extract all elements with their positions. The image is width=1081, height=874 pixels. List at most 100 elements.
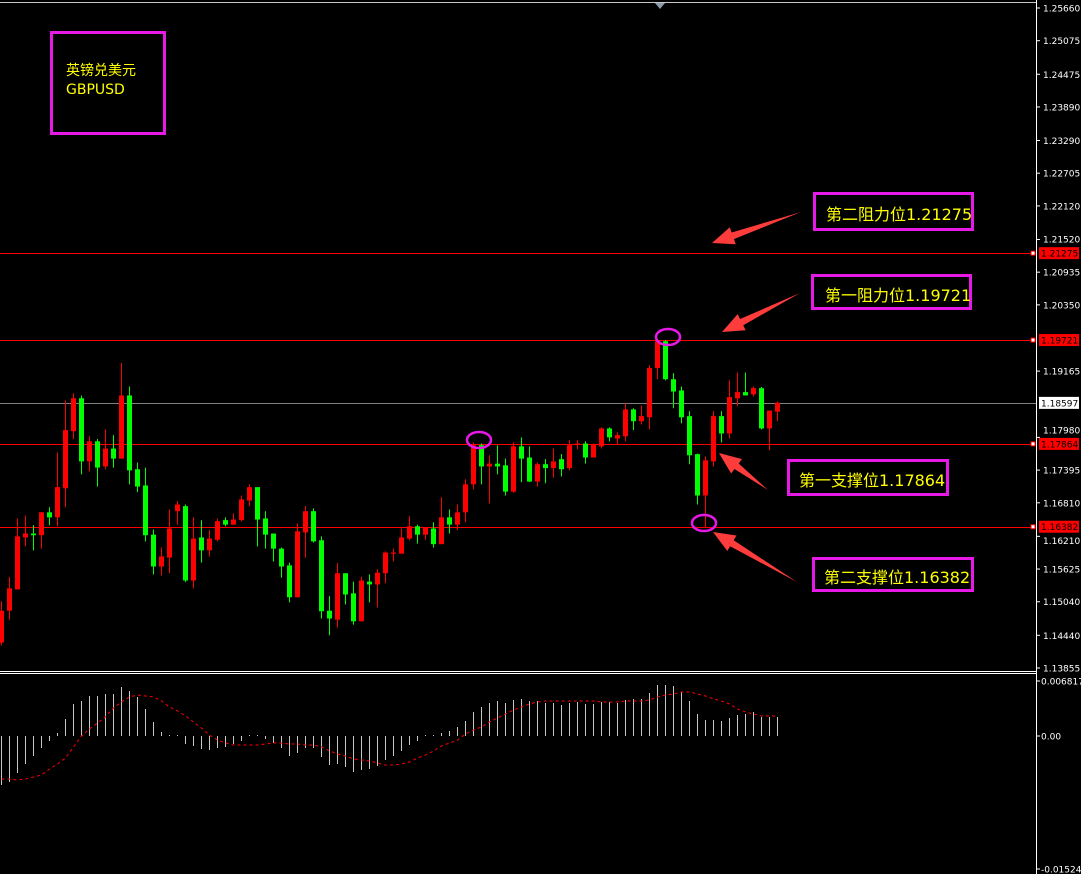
level-handle[interactable]	[1030, 337, 1036, 343]
price-marker-label: 1.17864	[1041, 440, 1078, 450]
candle-body	[15, 536, 20, 590]
candle-body	[615, 435, 620, 439]
candle	[271, 533, 276, 562]
candle	[383, 551, 388, 584]
axis-tick-label: 1.15625	[1043, 566, 1080, 576]
candle	[735, 372, 740, 407]
candle-body	[239, 499, 244, 521]
candle-body	[0, 610, 4, 643]
axis-tick-label: 1.17395	[1043, 467, 1080, 477]
candle-body	[143, 485, 148, 536]
price-marker-label: 1.19721	[1041, 337, 1078, 347]
candle-body	[127, 395, 132, 471]
level-handle[interactable]	[1030, 524, 1036, 530]
candle	[311, 508, 316, 543]
candle	[607, 427, 612, 442]
candle	[495, 445, 500, 475]
candle-body	[759, 388, 764, 429]
price-marker-label: 1.21275	[1041, 250, 1078, 260]
candle	[351, 581, 356, 625]
candle-body	[71, 398, 76, 432]
candle-body	[687, 416, 692, 456]
candle-body	[375, 572, 380, 585]
resistance-2-box	[813, 192, 974, 231]
level-lines	[0, 253, 1036, 528]
candle-body	[639, 416, 644, 422]
candle-body	[679, 390, 684, 418]
candle-body	[39, 512, 44, 536]
candle	[183, 504, 188, 583]
candle	[23, 515, 28, 547]
candle-body	[775, 402, 780, 412]
candle-body	[399, 537, 404, 554]
candle	[711, 411, 716, 467]
candle	[215, 518, 220, 542]
current-price-marker	[1039, 396, 1079, 409]
candle-body	[543, 464, 548, 469]
level-price-marker	[1039, 247, 1079, 260]
level-handle[interactable]	[1030, 441, 1036, 447]
candle	[767, 410, 772, 451]
candle	[71, 393, 76, 440]
price-marker-label: 1.16382	[1041, 523, 1078, 533]
support-touch-ellipse	[465, 430, 493, 450]
candle	[63, 400, 68, 508]
candle-body	[511, 446, 516, 492]
shift-marker-icon[interactable]	[655, 3, 665, 9]
candle-body	[751, 388, 756, 395]
candle	[519, 437, 524, 483]
candle	[631, 408, 636, 431]
candle-body	[231, 519, 236, 525]
axis-tick-label: 1.25660	[1043, 5, 1080, 15]
price-marker-label: 1.18597	[1041, 399, 1078, 409]
candle-body	[447, 517, 452, 525]
candle	[31, 525, 36, 551]
candle	[399, 528, 404, 554]
axis-tick-label: 1.19165	[1043, 368, 1080, 378]
candle	[671, 373, 676, 409]
candle	[55, 452, 60, 527]
candle	[143, 467, 148, 542]
annotation-arrows	[712, 212, 801, 582]
candle	[159, 547, 164, 576]
candle	[535, 462, 540, 487]
candle-body	[495, 463, 500, 467]
candle	[423, 527, 428, 540]
candle-body	[487, 463, 492, 467]
candle	[239, 495, 244, 522]
support-2-box	[812, 557, 974, 592]
axis-tick-label: 0.006817	[1041, 678, 1081, 688]
highlight-ellipses	[465, 327, 718, 533]
candle-body	[135, 469, 140, 487]
candle	[287, 562, 292, 603]
axis-tick-label: 1.20350	[1043, 301, 1080, 311]
candle	[695, 453, 700, 505]
candle-body	[351, 593, 356, 622]
candle-body	[719, 416, 724, 434]
candle	[567, 440, 572, 471]
candle	[775, 401, 780, 422]
candle-body	[567, 445, 572, 469]
macd-axis: 0.006817 0.00 -0.015241	[1036, 678, 1081, 874]
candle	[447, 509, 452, 534]
candle	[207, 530, 212, 557]
candle	[303, 506, 308, 558]
axis-tick-label: 1.16810	[1043, 499, 1080, 509]
candle-body	[503, 465, 508, 492]
candle	[727, 380, 732, 439]
candle-body	[95, 441, 100, 468]
axis-tick-label: 1.13855	[1043, 665, 1080, 675]
candle	[135, 462, 140, 493]
candle	[663, 340, 668, 381]
axis-tick-label: 1.24475	[1043, 71, 1080, 81]
candle-body	[695, 454, 700, 496]
candle-body	[463, 484, 468, 513]
candle	[407, 516, 412, 541]
candle	[599, 427, 604, 449]
level-handle[interactable]	[1030, 250, 1036, 256]
axis-tick-label: 1.22120	[1043, 202, 1080, 212]
candle-body	[575, 443, 580, 445]
candle-body	[471, 445, 476, 485]
axis-tick-label: 1.14440	[1043, 632, 1080, 642]
